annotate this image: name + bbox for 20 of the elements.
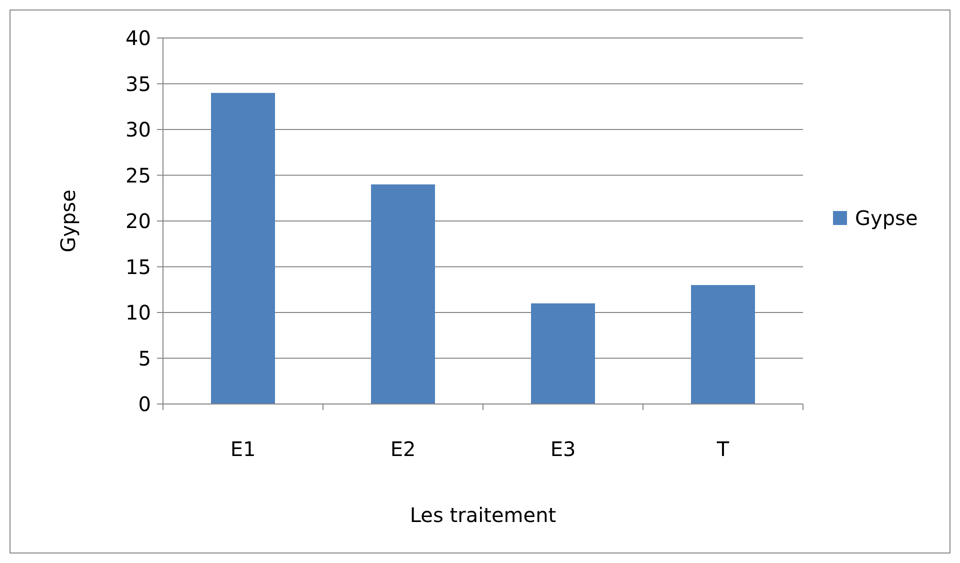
bar [531, 303, 595, 404]
y-tick-label: 0 [138, 392, 151, 416]
y-tick-label: 10 [126, 300, 151, 324]
y-tick-label: 20 [126, 209, 151, 233]
legend-label: Gypse [855, 206, 918, 230]
x-tick-label: E1 [230, 437, 256, 461]
y-tick-label: 40 [126, 26, 151, 50]
y-tick-label: 35 [126, 72, 151, 96]
y-axis-title: Gypse [56, 190, 80, 252]
bar [691, 285, 755, 404]
y-tick-label: 5 [138, 346, 151, 370]
x-tick-label: E2 [390, 437, 416, 461]
bar [371, 184, 435, 404]
y-tick-label: 30 [126, 118, 151, 142]
x-axis-title: Les traitement [410, 503, 556, 527]
y-tick-label: 15 [126, 254, 151, 279]
x-tick-label: E3 [550, 437, 576, 461]
y-tick-label: 25 [126, 163, 151, 188]
x-tick-label: T [716, 437, 730, 461]
bar [211, 92, 275, 404]
